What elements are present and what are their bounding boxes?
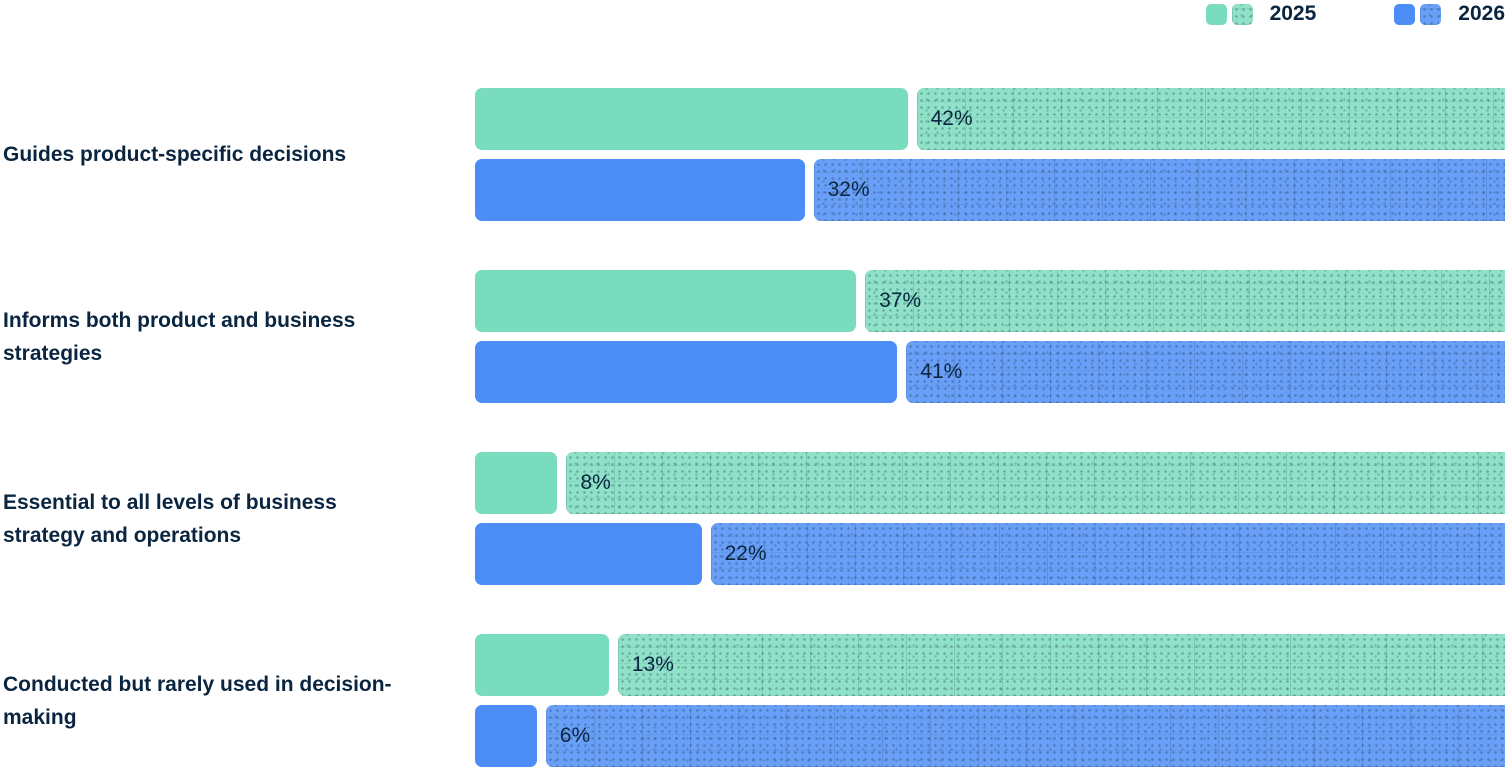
bar-2026-remainder: 6% (545, 705, 1505, 767)
chart-group: Informs both product and business strate… (0, 270, 1505, 403)
bar-stack: 13% 6% (475, 634, 1505, 767)
bar-row-2026: 32% (475, 159, 1505, 221)
value-label: 42% (930, 107, 973, 130)
bar-2026-remainder: 32% (813, 159, 1505, 221)
value-label: 32% (827, 178, 870, 201)
value-label: 13% (631, 653, 674, 676)
bar-row-2026: 6% (475, 705, 1505, 767)
bar-2026-solid (475, 523, 702, 585)
value-label: 8% (580, 471, 611, 494)
bar-row-2026: 41% (475, 341, 1505, 403)
category-label: Essential to all levels of business stra… (3, 490, 337, 547)
bar-row-2025: 8% (475, 452, 1505, 514)
bar-row-2025: 42% (475, 88, 1505, 150)
bar-2026-remainder: 41% (906, 341, 1505, 403)
bar-2026-solid (475, 341, 898, 403)
legend-swatch-2025-textured-icon (1231, 3, 1253, 25)
bar-row-2026: 22% (475, 523, 1505, 585)
bar-stack: 42% 32% (475, 88, 1505, 221)
bar-2025-solid (475, 88, 908, 150)
legend-item-2025: 2025 (1205, 2, 1317, 26)
bar-row-2025: 13% (475, 634, 1505, 696)
legend: 2025 2026 (1205, 2, 1505, 26)
chart-group: Essential to all levels of business stra… (0, 452, 1505, 585)
legend-swatch-2026-textured-icon (1420, 3, 1442, 25)
legend-swatch-2026-solid-icon (1394, 3, 1416, 25)
bar-stack: 8% 22% (475, 452, 1505, 585)
legend-label-2025: 2025 (1269, 2, 1317, 25)
value-label: 37% (879, 289, 922, 312)
bar-2025-remainder: 8% (566, 452, 1505, 514)
bar-2025-remainder: 37% (865, 270, 1505, 332)
category-label: Informs both product and business strate… (3, 308, 356, 365)
bar-row-2025: 37% (475, 270, 1505, 332)
bar-2025-solid (475, 634, 609, 696)
category-label: Guides product-specific decisions (3, 143, 347, 166)
bar-stack: 37% 41% (475, 270, 1505, 403)
bar-2025-solid (475, 452, 558, 514)
value-label: 6% (559, 724, 591, 747)
bar-2026-solid (475, 705, 537, 767)
bar-2026-remainder: 22% (710, 523, 1505, 585)
bar-2025-remainder: 42% (916, 88, 1505, 150)
legend-swatch-2025-solid-icon (1205, 3, 1227, 25)
bar-2025-solid (475, 270, 857, 332)
chart-group: Guides product-specific decisions 42% 32% (0, 88, 1505, 221)
legend-item-2026: 2026 (1394, 2, 1505, 26)
value-label: 22% (724, 542, 767, 565)
chart-body: Guides product-specific decisions 42% 32% I… (0, 88, 1505, 767)
bar-2025-remainder: 13% (617, 634, 1505, 696)
legend-label-2026: 2026 (1458, 2, 1505, 25)
category-label: Conducted but rarely used in decision-ma… (3, 672, 392, 729)
chart-group: Conducted but rarely used in decision-ma… (0, 634, 1505, 767)
value-label: 41% (920, 360, 963, 383)
bar-2026-solid (475, 159, 805, 221)
